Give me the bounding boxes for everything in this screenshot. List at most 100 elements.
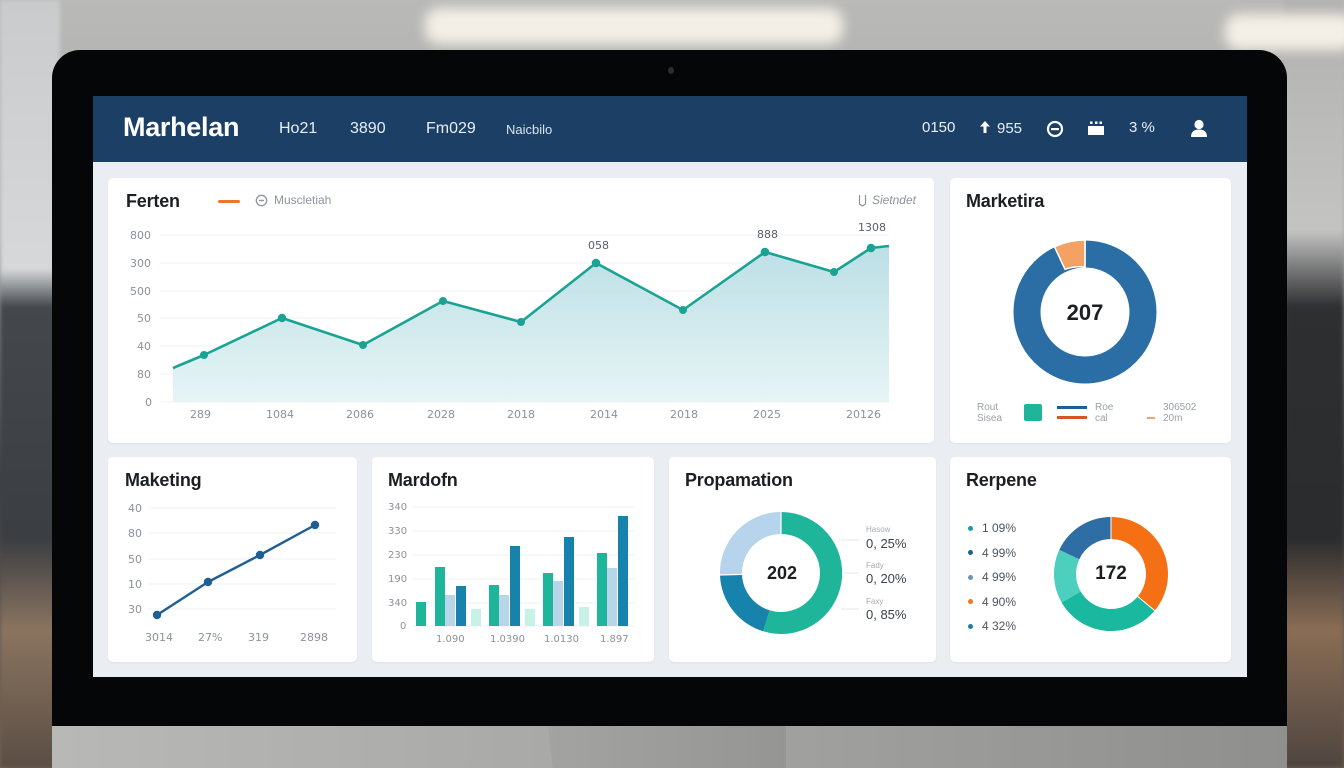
ceiling-light xyxy=(1225,14,1344,50)
y-tick: 30 xyxy=(128,603,142,616)
y-tick: 0 xyxy=(400,621,407,632)
legend-text: Roe cal xyxy=(1095,402,1113,424)
minus-circle-button[interactable] xyxy=(1046,120,1064,142)
x-tick: 1084 xyxy=(266,408,294,421)
nav-item[interactable]: Ho21 xyxy=(279,120,318,137)
calendar-button[interactable] xyxy=(1087,121,1105,140)
brand-logo[interactable]: Marhelan xyxy=(123,112,240,142)
data-point-label: 058 xyxy=(588,239,609,252)
legend-value: 0, 25% xyxy=(866,536,907,551)
legend-item[interactable]: 4 90% xyxy=(968,595,1016,609)
card-title: Marketira xyxy=(966,191,1045,211)
legend-value: 0, 85% xyxy=(866,607,907,622)
legend-dot xyxy=(968,623,973,629)
chart-corner-control[interactable]: Sietndet xyxy=(858,193,916,207)
y-tick: 50 xyxy=(128,553,142,566)
x-tick: 289 xyxy=(190,408,211,421)
dashboard-screen: Marhelan Ho21 3890 Fm029 Naicbilo 0150 9… xyxy=(93,96,1247,677)
x-tick: 2018 xyxy=(670,408,698,421)
x-tick: 2898 xyxy=(300,631,328,644)
bar-chart-plot xyxy=(412,506,634,627)
x-tick: 2028 xyxy=(427,408,455,421)
x-tick: 319 xyxy=(248,631,269,644)
background-wall-right xyxy=(1284,0,1344,768)
legend-dot xyxy=(968,574,973,580)
legend-dot xyxy=(968,525,973,531)
legend-item[interactable]: 4 32% xyxy=(968,619,1016,633)
y-tick: 500 xyxy=(130,285,151,298)
nav-item[interactable]: Naicbilo xyxy=(506,122,553,137)
arrow-up-icon xyxy=(979,119,991,137)
legend-label: Roe xyxy=(1095,402,1114,413)
legend-value: 0, 20% xyxy=(866,571,907,586)
user-icon xyxy=(1189,118,1209,142)
legend-item[interactable]: 1 09% xyxy=(968,521,1016,535)
y-tick: 80 xyxy=(137,368,151,381)
legend-sublabel: cal xyxy=(1095,413,1108,424)
percent-stat[interactable]: 3 % xyxy=(1129,119,1155,136)
card-title: Ferten xyxy=(126,191,180,211)
legend-item[interactable]: 4 99% xyxy=(968,546,1016,560)
legend-item[interactable]: Muscletiah xyxy=(255,193,331,207)
webcam xyxy=(668,67,674,74)
x-tick: 27% xyxy=(198,631,223,644)
donut-chart xyxy=(1013,239,1157,384)
y-tick: 300 xyxy=(130,257,151,270)
top-nav-bar: Marhelan Ho21 3890 Fm029 Naicbilo 0150 9… xyxy=(93,96,1247,162)
legend-text: 306502 20m xyxy=(1163,402,1196,424)
monitor-stand-neck xyxy=(548,726,786,768)
header-stat-value: 955 xyxy=(997,119,1023,137)
donut-center-value: 202 xyxy=(766,563,798,583)
header-stat-arrow[interactable]: 955 xyxy=(979,119,1022,137)
legend-line-orange xyxy=(218,200,240,203)
legend-line-red xyxy=(1057,416,1087,419)
corner-label: Sietndet xyxy=(871,193,916,207)
nav-item[interactable]: 3890 xyxy=(350,120,386,137)
y-tick: 800 xyxy=(130,229,151,242)
ceiling-light xyxy=(425,8,843,44)
donut-center-value: 207 xyxy=(1066,300,1104,325)
donut-center-value: 172 xyxy=(1095,563,1127,584)
x-tick: 2014 xyxy=(590,408,618,421)
legend-value: 4 90% xyxy=(982,594,1017,609)
header-stat: 0150 xyxy=(922,119,955,136)
user-profile-button[interactable] xyxy=(1189,118,1209,142)
legend-value: 4 99% xyxy=(982,570,1017,584)
area-chart-plot xyxy=(160,234,890,403)
legend-line-orange xyxy=(1147,417,1155,419)
y-tick: 340 xyxy=(388,502,408,513)
x-tick: 1.090 xyxy=(436,634,465,645)
legend-sublabel: 20m xyxy=(1163,413,1183,424)
legend-label: Fady xyxy=(866,561,884,570)
legend-dot xyxy=(968,550,973,555)
nav-item[interactable]: Fm029 xyxy=(426,120,476,137)
header-stat-value: 0150 xyxy=(922,119,956,136)
legend-sublabel: Sisea xyxy=(977,413,1003,424)
donut-chart-card: Marketira 207 Rout Sisea Roe cal 306502 … xyxy=(950,178,1231,443)
x-tick: 2018 xyxy=(507,408,535,421)
background-wall-left xyxy=(0,0,60,768)
legend-item[interactable]: 4 99% xyxy=(968,570,1016,584)
circle-minus-icon xyxy=(255,194,268,206)
card-title: Propamation xyxy=(685,470,793,490)
legend-value: 1 09% xyxy=(982,521,1017,535)
card-title: Mardofn xyxy=(388,470,458,490)
calendar-icon xyxy=(1087,121,1105,140)
y-tick: 40 xyxy=(128,502,142,515)
propamation-donut xyxy=(719,511,859,634)
y-tick: 0 xyxy=(145,396,152,409)
y-tick: 190 xyxy=(388,574,408,585)
legend-label: Rout xyxy=(977,402,999,413)
x-tick: 2086 xyxy=(346,408,374,421)
legend-label: Muscletiah xyxy=(274,193,332,207)
x-tick: 1.0390 xyxy=(490,634,525,645)
y-tick: 330 xyxy=(388,526,408,537)
line-chart-card: Maketing 40 80 50 10 30 3014 27% 319 2 xyxy=(108,457,357,662)
x-tick: 20126 xyxy=(846,408,881,421)
y-tick: 80 xyxy=(128,527,142,540)
legend-dot xyxy=(968,599,973,604)
data-point-label: 1308 xyxy=(858,221,886,234)
y-tick: 10 xyxy=(128,578,142,591)
x-tick: 1.0130 xyxy=(544,634,579,645)
rerpene-legend: 1 09% 4 99% 4 99% 4 90% 4 32% xyxy=(968,521,1016,633)
